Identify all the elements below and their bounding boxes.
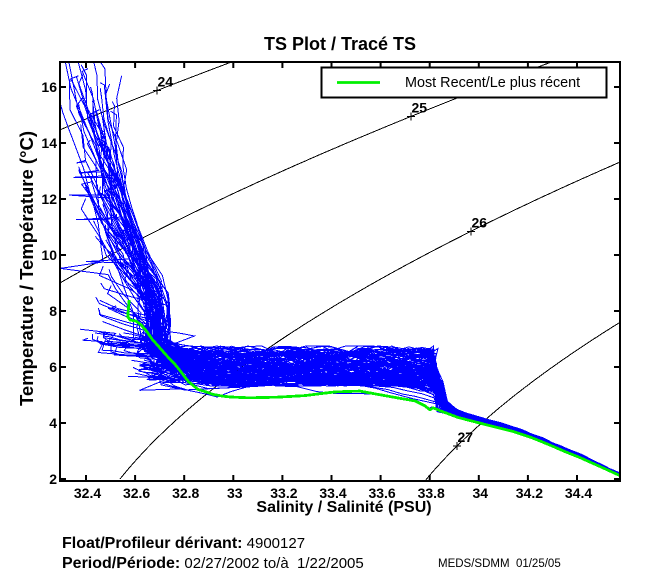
svg-text:27: 27: [458, 429, 474, 445]
svg-text:8: 8: [49, 303, 57, 319]
svg-text:2: 2: [49, 471, 57, 487]
svg-text:Most Recent/Le plus récent: Most Recent/Le plus récent: [405, 75, 580, 91]
svg-text:Float/Profileur dérivant: 4900: Float/Profileur dérivant: 4900127: [62, 535, 305, 552]
svg-text:33.8: 33.8: [418, 485, 445, 501]
svg-text:12: 12: [41, 191, 57, 207]
svg-text:Salinity / Salinité (PSU): Salinity / Salinité (PSU): [256, 499, 431, 516]
svg-text:MEDS/SDMM 01/25/05: MEDS/SDMM 01/25/05: [438, 558, 561, 570]
svg-text:TS Plot / Tracé TS: TS Plot / Tracé TS: [264, 34, 416, 54]
svg-text:10: 10: [41, 247, 57, 263]
svg-text:33.6: 33.6: [368, 485, 395, 501]
svg-text:6: 6: [49, 359, 57, 375]
svg-text:33.4: 33.4: [319, 485, 346, 501]
svg-text:Temperature / Température (°C): Temperature / Température (°C): [16, 131, 37, 406]
svg-text:25: 25: [412, 100, 428, 116]
svg-text:34: 34: [473, 485, 489, 501]
svg-text:24: 24: [158, 74, 174, 90]
svg-text:33.2: 33.2: [270, 485, 297, 501]
svg-text:34.2: 34.2: [516, 485, 543, 501]
svg-text:32.4: 32.4: [74, 485, 101, 501]
svg-text:Period/Période: 02/27/2002 to/: Period/Période: 02/27/2002 to/à 1/22/200…: [62, 555, 364, 572]
svg-text:16: 16: [41, 79, 57, 95]
svg-text:4: 4: [49, 415, 57, 431]
svg-text:32.8: 32.8: [172, 485, 199, 501]
svg-text:32.6: 32.6: [123, 485, 150, 501]
svg-text:34.4: 34.4: [565, 485, 592, 501]
svg-text:33: 33: [227, 485, 243, 501]
svg-text:14: 14: [41, 135, 57, 151]
svg-text:26: 26: [472, 214, 488, 230]
